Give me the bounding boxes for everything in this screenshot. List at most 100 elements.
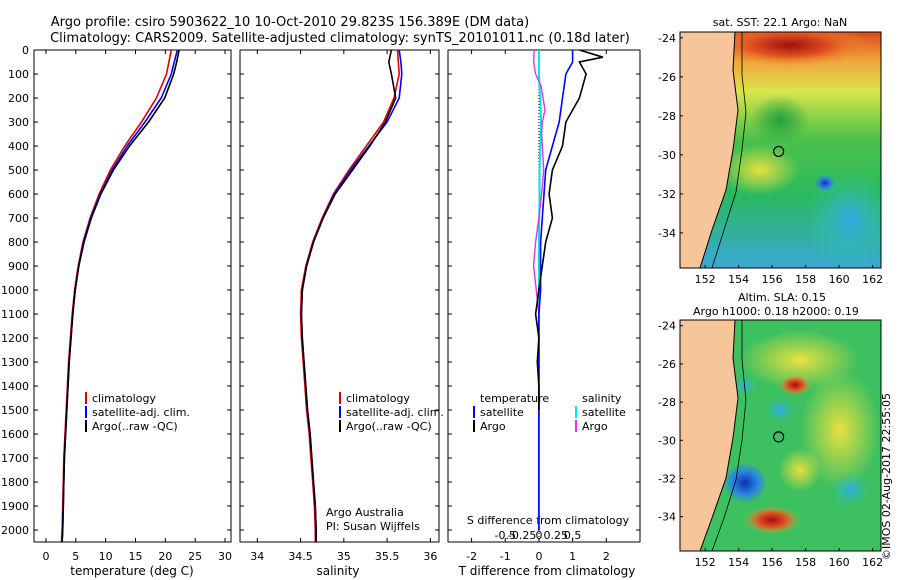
sst-map-lat-label: -34	[658, 227, 676, 240]
depth-tick-label: 100	[8, 68, 29, 81]
sst-map-lon-label: 162	[862, 273, 883, 286]
credit-line2: PI: Susan Wijffels	[326, 520, 420, 533]
sal-legend-label-climatology: climatology	[346, 392, 410, 405]
s-difference-label: S difference from climatology	[467, 514, 630, 527]
t-difference-xlabel: T difference from climatology	[458, 564, 636, 578]
s-difference-tick-label: -0.5	[495, 529, 516, 542]
t-difference-tick-label: -2	[466, 550, 477, 563]
credit-line1: Argo Australia	[326, 506, 404, 519]
s-difference-tick-label: 0	[535, 529, 542, 542]
sst-map-title: sat. SST: 22.1 Argo: NaN	[713, 16, 847, 29]
t-difference-tick-label: 1	[569, 550, 576, 563]
sla-map-lat-label: -34	[658, 511, 676, 524]
temperature-xlabel: temperature (deg C)	[70, 564, 193, 578]
temperature-tick-label: 30	[218, 550, 232, 563]
salinity-tick-label: 34.5	[288, 550, 313, 563]
sst-map-lat-label: -32	[658, 188, 676, 201]
sst-coastline	[699, 32, 739, 268]
sla-coastline	[699, 320, 739, 551]
sst-map-lat-label: -28	[658, 110, 676, 123]
sla-orange-patch	[779, 375, 811, 395]
sla-map-lon-label: 154	[728, 556, 749, 569]
legend-label-climatology: climatology	[92, 392, 156, 405]
depth-tick-label: 900	[8, 260, 29, 273]
legend-label-satellite: satellite-adj. clim.	[92, 406, 190, 419]
sst-map-lon-label: 160	[829, 273, 850, 286]
difference-legend: temperature satellite Argo salinity sate…	[473, 392, 626, 433]
s-difference-tick-label: -0.25	[508, 529, 536, 542]
salinity-x-axis: 34 34.5 35 35.5 36	[250, 50, 437, 563]
sla-map-title1: Altim. SLA: 0.15	[738, 291, 826, 304]
salinity-legend: climatology satellite-adj. clim. Argo(..…	[339, 392, 444, 433]
sst-map-lon-label: 156	[762, 273, 783, 286]
depth-tick-label: 1900	[1, 500, 29, 513]
salinity-xlabel: salinity	[316, 564, 359, 578]
sla-cyan-eddy-2	[733, 375, 757, 395]
difference-panel-frame	[447, 49, 641, 543]
temperature-tick-label: 25	[188, 550, 202, 563]
s-difference-tick-label: 0.5	[564, 529, 582, 542]
diff-legend-s-argo: Argo	[582, 420, 608, 433]
depth-tick-label: 300	[8, 116, 29, 129]
sst-map-lat-label: -24	[658, 32, 676, 45]
sst-map-axes: 152 154 156 158 160 162 -24 -26 -28 -30 -32 -34	[658, 32, 883, 286]
salinity-tick-label: 35	[337, 550, 351, 563]
t-difference-tick-label: 0	[535, 550, 542, 563]
sst-map-lat-label: -30	[658, 149, 676, 162]
t-difference-satellite	[538, 50, 574, 530]
diff-legend-t-satellite: satellite	[480, 406, 524, 419]
sla-map-lon-label: 158	[795, 556, 816, 569]
depth-tick-label: 1300	[1, 356, 29, 369]
depth-tick-label: 1700	[1, 452, 29, 465]
sla-map-title2: Argo h1000: 0.18 h2000: 0.19	[693, 305, 859, 318]
salinity-tick-label: 36	[423, 550, 437, 563]
sla-map-lon-label: 156	[762, 556, 783, 569]
sst-float-marker	[773, 145, 785, 158]
sla-land	[680, 320, 738, 551]
sst-warm-core	[710, 32, 870, 67]
sla-map-lat-label: -28	[658, 396, 676, 409]
temperature-tick-label: 20	[158, 550, 172, 563]
salinity-tick-label: 35.5	[375, 550, 400, 563]
sla-map-lat-label: -24	[658, 320, 676, 333]
temperature-tick-label: 0	[42, 550, 49, 563]
depth-tick-label: 1400	[1, 380, 29, 393]
sla-high-eddy-2	[778, 448, 822, 492]
diff-legend-t-argo: Argo	[480, 420, 506, 433]
depth-tick-label: 800	[8, 236, 29, 249]
sst-eddy-green	[750, 95, 810, 145]
salinity-line-Argo	[300, 50, 397, 542]
sst-map-lat-label: -26	[658, 71, 676, 84]
depth-tick-label: 0	[22, 44, 29, 57]
depth-tick-label: 1100	[1, 308, 29, 321]
sla-map-lat-label: -26	[658, 358, 676, 371]
legend-label-argo: Argo(..raw -QC)	[92, 420, 178, 433]
depth-tick-label: 600	[8, 188, 29, 201]
depth-tick-label: 500	[8, 164, 29, 177]
depth-tick-label: 1500	[1, 404, 29, 417]
sla-1000m-contour	[711, 320, 747, 551]
t-difference-tick-label: -1	[500, 550, 511, 563]
salinity-series	[299, 50, 403, 542]
difference-series	[532, 50, 604, 542]
sla-high-eddy	[744, 506, 800, 534]
sst-cool-patch	[805, 170, 881, 268]
temperature-panel-frame	[33, 49, 232, 543]
sst-map-lon-label: 152	[695, 273, 716, 286]
temperature-tick-label: 5	[72, 550, 79, 563]
sst-land	[680, 32, 738, 268]
temperature-series	[60, 50, 180, 542]
temperature-tick-label: 15	[128, 550, 142, 563]
sal-legend-label-satellite: satellite-adj. clim.	[346, 406, 444, 419]
depth-axis: 0 100 200 300 400 500 600 700 800 900 1000 1100 1200…	[1, 44, 640, 537]
sla-cyan-eddy	[764, 396, 796, 424]
depth-tick-label: 400	[8, 140, 29, 153]
sst-map-lon-label: 154	[728, 273, 749, 286]
salinity-line-climatology	[299, 50, 401, 542]
depth-tick-label: 1200	[1, 332, 29, 345]
s-difference-axis: -0.5-0.25 0 0.250.5	[495, 529, 582, 542]
sal-legend-label-argo: Argo(..raw -QC)	[346, 420, 432, 433]
sla-map-lat-label: -30	[658, 434, 676, 447]
diff-legend-salinity-title: salinity	[582, 392, 622, 405]
